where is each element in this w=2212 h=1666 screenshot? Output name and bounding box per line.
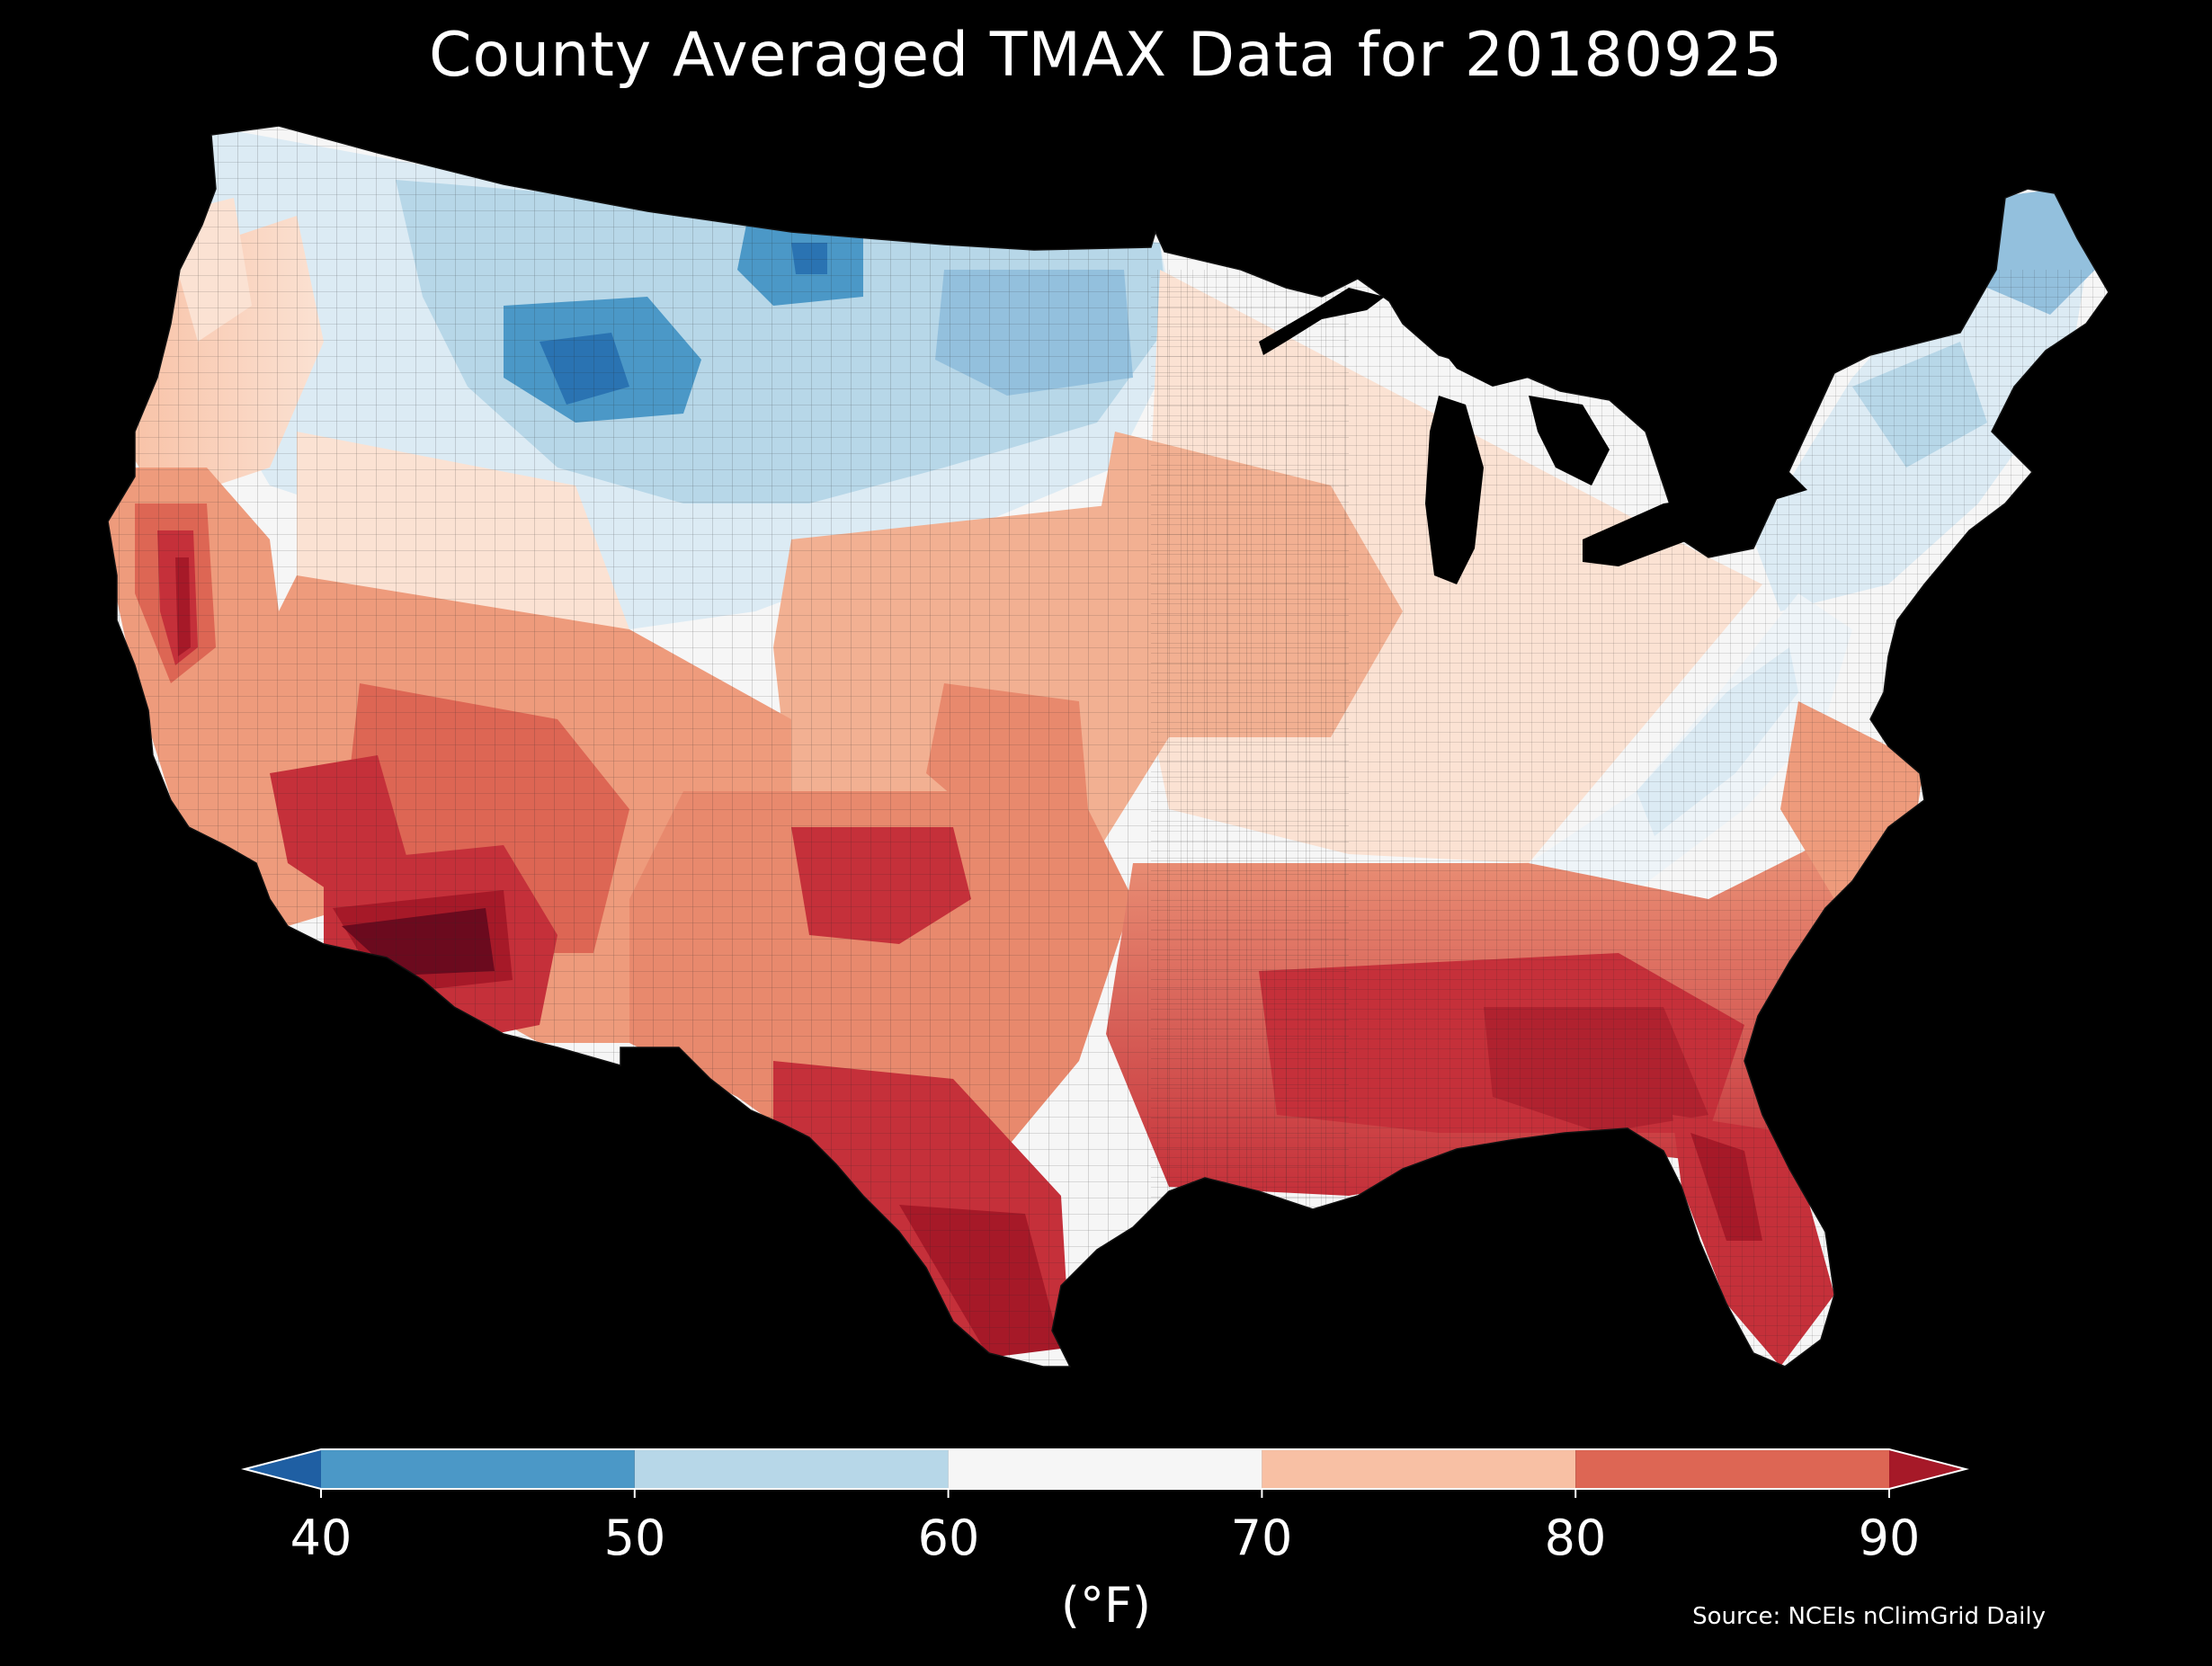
colorbar-bin-70-80 <box>1262 1449 1576 1489</box>
source-credit: Source: NCEIs nClimGrid Daily <box>1692 1603 2046 1630</box>
colorbar-bin-80-90 <box>1575 1449 1889 1489</box>
colorbar-tick-40: 40 <box>290 1510 352 1566</box>
colorbar-tick-70: 70 <box>1230 1510 1293 1566</box>
colorbar-tick-90: 90 <box>1858 1510 1921 1566</box>
colorbar-tick-60: 60 <box>917 1510 980 1566</box>
great-lakes <box>1259 288 1807 584</box>
colorbar-bin-50-60 <box>634 1449 949 1489</box>
colorbar-tick-80: 80 <box>1544 1510 1607 1566</box>
colorbar-under-arrow <box>245 1449 321 1489</box>
map-title: County Averaged TMAX Data for 20180925 <box>429 20 1783 91</box>
colorbar-bin-40-50 <box>321 1449 635 1489</box>
colorbar-bin-60-70 <box>948 1449 1262 1489</box>
colorbar-tick-50: 50 <box>603 1510 666 1566</box>
colorbar-unit-label: (°F) <box>1060 1577 1152 1634</box>
colorbar-over-arrow <box>1889 1449 1966 1489</box>
